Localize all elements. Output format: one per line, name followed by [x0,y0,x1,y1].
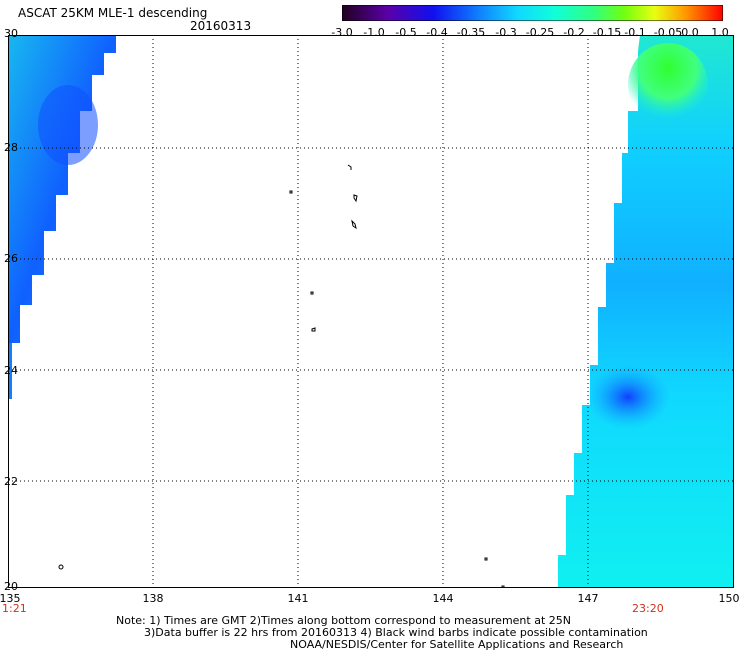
time-right: 23:20 [632,602,664,615]
left-dark-patch [38,85,98,165]
islands [58,164,505,588]
map-plot[interactable] [8,35,734,588]
island [311,327,316,332]
note-line-1: Note: 1) Times are GMT 2)Times along bot… [116,614,571,627]
island [353,194,358,203]
x-tick-label: 135 [0,592,21,605]
left-swath [8,35,116,343]
map-date: 20160313 [190,19,252,33]
x-tick-label: 147 [577,592,599,605]
y-tick-label: 20 [4,580,18,593]
note-line-3: NOAA/NESDIS/Center for Satellite Applica… [290,638,624,651]
island [58,564,64,570]
island [310,291,314,295]
map-title: ASCAT 25KM MLE-1 descending [18,6,208,20]
y-tick-label: 30 [4,27,18,40]
right-blue-patch [586,365,670,429]
x-tick-label: 138 [142,592,164,605]
time-left: 1:21 [2,602,27,615]
y-tick-label: 24 [4,364,18,377]
y-tick-label: 22 [4,475,18,488]
map-svg [8,35,734,588]
x-tick-label: 141 [287,592,309,605]
left-swath-tail [8,343,12,399]
right-swath [558,35,734,588]
y-tick-label: 28 [4,141,18,154]
plot-border [8,35,734,588]
x-tick-label: 150 [718,592,740,605]
right-green-patch [628,43,708,127]
grid [8,35,734,588]
colorbar [342,5,723,21]
island [347,164,352,170]
island [289,190,293,194]
x-tick-label: 144 [432,592,454,605]
y-tick-label: 26 [4,252,18,265]
island [351,219,357,230]
island [484,557,488,561]
note-line-2: 3)Data buffer is 22 hrs from 20160313 4)… [144,626,648,639]
